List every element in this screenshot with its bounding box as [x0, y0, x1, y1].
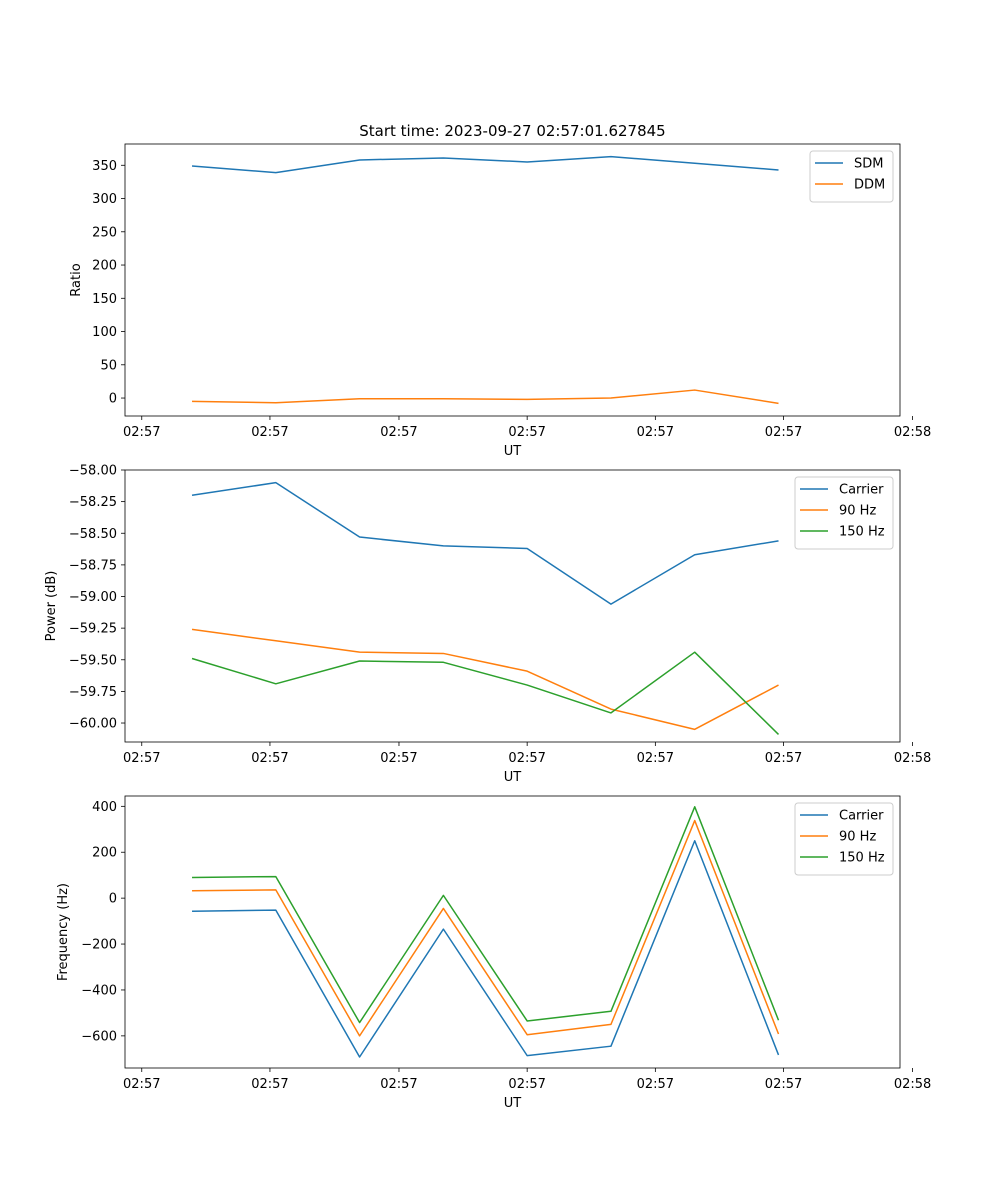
- y-tick-label: 100: [92, 325, 117, 340]
- y-tick-label: 200: [92, 846, 117, 861]
- y-tick-label: −59.00: [69, 590, 117, 605]
- y-tick-label: 150: [92, 292, 117, 307]
- x-axis-label: UT: [504, 444, 522, 459]
- legend-label: SDM: [854, 157, 883, 172]
- series-line-carrier: [192, 840, 780, 1058]
- series-line-ddm: [192, 389, 779, 405]
- x-axis-label: UT: [504, 1096, 522, 1111]
- y-tick-label: −58.00: [69, 464, 117, 479]
- series-line-sdm: [191, 155, 779, 174]
- y-tick-label: 350: [92, 159, 117, 174]
- x-tick-label: 02:57: [251, 425, 288, 440]
- legend-label: 90 Hz: [839, 504, 876, 519]
- legend: Carrier 90 Hz 150 Hz: [794, 802, 894, 876]
- series-line-150-hz: [191, 651, 780, 735]
- y-tick-label: −58.25: [69, 495, 117, 510]
- y-tick-label: 50: [100, 358, 117, 373]
- x-tick-label: 02:57: [637, 751, 674, 766]
- y-tick-label: 200: [92, 259, 117, 274]
- chart-2: 02:57 02:57 02:57 02:57 02:57 02:57 02:58 −58.0…: [44, 464, 931, 786]
- x-tick-label: 02:57: [123, 1077, 160, 1092]
- y-tick-label: 400: [92, 800, 117, 815]
- x-tick-label: 02:57: [251, 751, 288, 766]
- x-tick-label: 02:57: [765, 751, 802, 766]
- series-line-carrier: [191, 481, 779, 605]
- x-tick-label: 02:57: [637, 1077, 674, 1092]
- x-tick-label: 02:57: [251, 1077, 288, 1092]
- y-axis-label: Ratio: [69, 263, 84, 296]
- y-axis-label: Frequency (Hz): [56, 883, 71, 981]
- y-axis-label: Power (dB): [44, 571, 59, 642]
- y-tick-label: −400: [81, 983, 117, 998]
- axes-frame: [124, 469, 901, 743]
- chart-1: 02:57 02:57 02:57 02:57 02:57 02:57 02:58 0 50 10…: [69, 143, 931, 459]
- legend-label: Carrier: [839, 483, 884, 498]
- y-tick-label: 0: [109, 892, 117, 907]
- chart-3: 02:57 02:57 02:57 02:57 02:57 02:57 02:58 −600 −…: [56, 795, 931, 1111]
- x-tick-label: 02:57: [637, 425, 674, 440]
- axes-frame: [124, 143, 901, 417]
- y-tick-label: −600: [81, 1029, 117, 1044]
- legend-label: 90 Hz: [839, 830, 876, 845]
- x-tick-label: 02:57: [123, 751, 160, 766]
- legend-label: DDM: [854, 178, 885, 193]
- series-line-90-hz: [191, 628, 779, 731]
- x-tick-label: 02:57: [380, 751, 417, 766]
- legend-label: 150 Hz: [839, 851, 885, 866]
- x-tick-label: 02:57: [508, 1077, 545, 1092]
- y-tick-label: −58.75: [69, 558, 117, 573]
- axes-frame: [124, 795, 901, 1069]
- x-tick-label: 02:57: [123, 425, 160, 440]
- y-tick-label: −200: [81, 938, 117, 953]
- x-axis-label: UT: [504, 770, 522, 785]
- x-tick-label: 02:57: [765, 1077, 802, 1092]
- y-tick-label: −59.25: [69, 622, 117, 637]
- y-tick-label: −58.50: [69, 527, 117, 542]
- x-tick-label: 02:57: [508, 751, 545, 766]
- y-tick-label: −59.75: [69, 685, 117, 700]
- legend-label: 150 Hz: [839, 525, 885, 540]
- x-tick-label: 02:57: [380, 425, 417, 440]
- x-tick-label: 02:58: [894, 425, 931, 440]
- figure-title: Start time: 2023-09-27 02:57:01.627845: [359, 122, 665, 140]
- y-tick-label: 250: [92, 225, 117, 240]
- series-line-150-hz: [192, 806, 780, 1024]
- x-tick-label: 02:58: [894, 751, 931, 766]
- y-tick-label: −59.50: [69, 653, 117, 668]
- x-tick-label: 02:57: [380, 1077, 417, 1092]
- plots-container: 02:57 02:57 02:57 02:57 02:57 02:57 02:58 0 50 10…: [44, 143, 931, 1111]
- legend-label: Carrier: [839, 809, 884, 824]
- series-line-90-hz: [192, 819, 780, 1037]
- y-tick-label: −60.00: [69, 717, 117, 732]
- legend: Carrier 90 Hz 150 Hz: [794, 476, 894, 550]
- y-tick-label: 0: [109, 392, 117, 407]
- x-tick-label: 02:57: [765, 425, 802, 440]
- y-tick-label: 300: [92, 192, 117, 207]
- x-tick-label: 02:58: [894, 1077, 931, 1092]
- legend: SDM DDM: [809, 150, 894, 203]
- x-tick-label: 02:57: [508, 425, 545, 440]
